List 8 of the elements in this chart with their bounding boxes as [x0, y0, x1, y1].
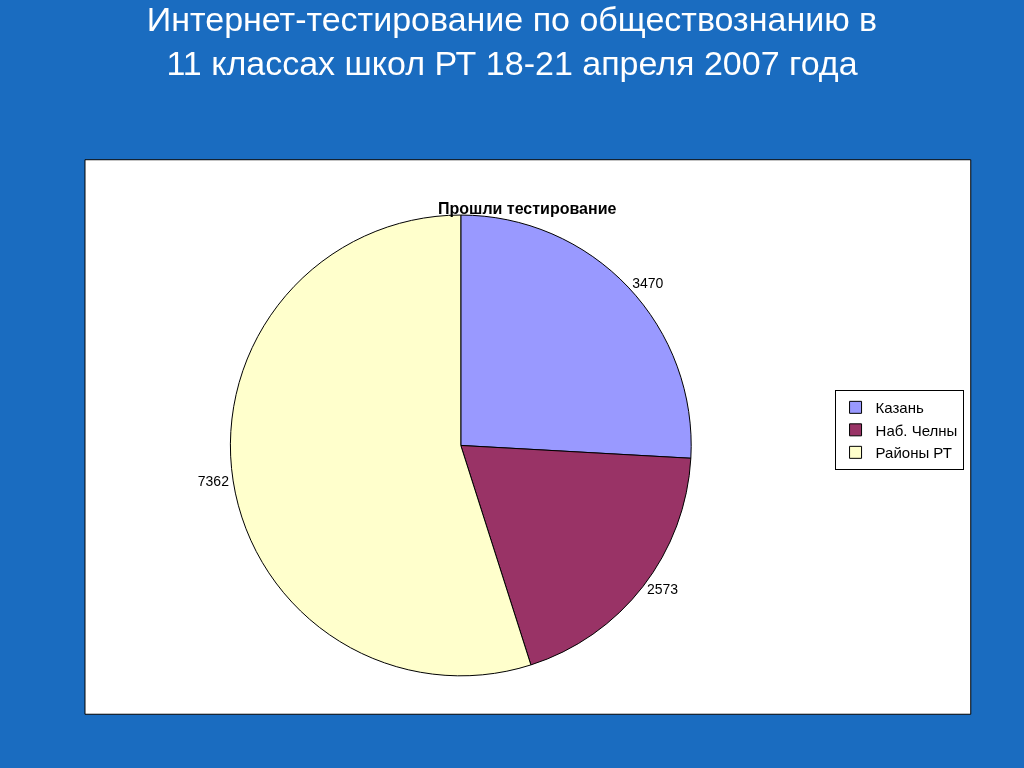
- legend-label: Наб. Челны: [875, 421, 958, 439]
- data-label: 2573: [647, 581, 679, 598]
- data-label: 3470: [632, 275, 664, 292]
- chart-title: Интернет-тестирование по обществознанию в 11 классах школ РТ 18-21 апреля 2007 года: [146, 0, 878, 82]
- chart-subtitle: Прошли тестирование: [438, 200, 617, 217]
- data-label: 7362: [197, 473, 230, 490]
- legend-label: Районы РТ: [875, 444, 952, 462]
- legend-label: Казань: [875, 399, 924, 417]
